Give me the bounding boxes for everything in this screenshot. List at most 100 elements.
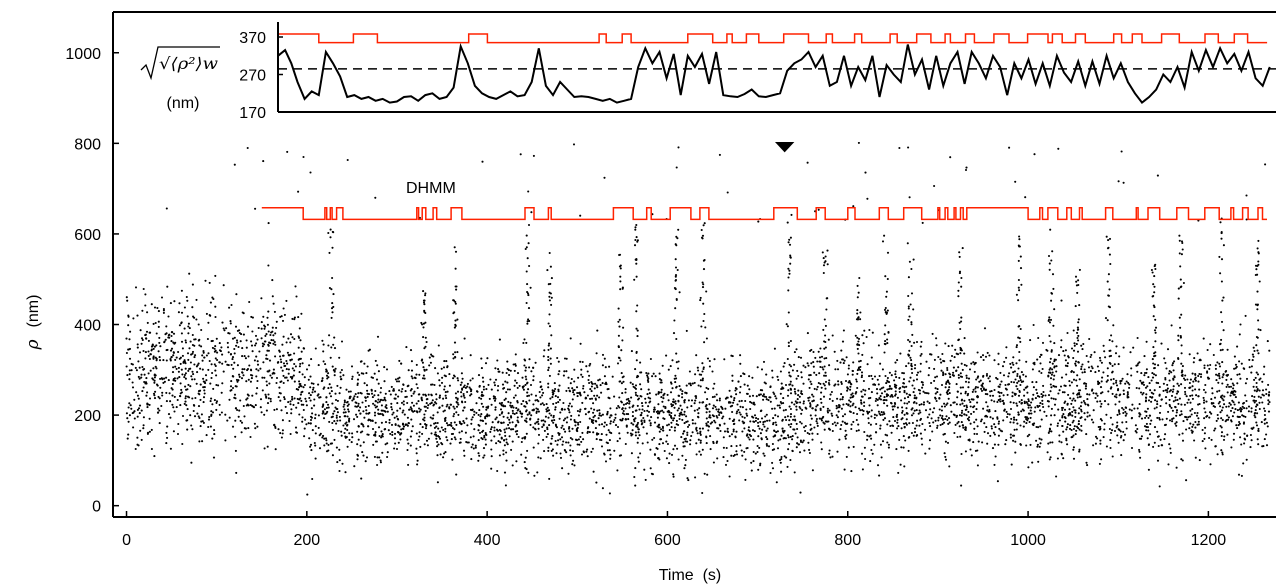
- scatter-point: [746, 446, 749, 450]
- scatter-point: [514, 363, 517, 366]
- scatter-point: [849, 388, 852, 391]
- scatter-point: [480, 402, 483, 405]
- scatter-point: [211, 403, 214, 406]
- scatter-point: [307, 378, 310, 381]
- scatter-point: [835, 414, 838, 417]
- scatter-point: [402, 400, 405, 403]
- scatter-point: [1110, 378, 1113, 381]
- scatter-point: [515, 433, 518, 436]
- scatter-point: [1173, 376, 1176, 379]
- scatter-point: [616, 425, 620, 429]
- scatter-point: [666, 434, 669, 437]
- scatter-point: [373, 455, 376, 458]
- scatter-point: [407, 384, 410, 387]
- scatter-point: [1250, 410, 1253, 413]
- scatter-point: [462, 394, 465, 397]
- scatter-point: [940, 409, 943, 412]
- scatter-point: [356, 453, 359, 456]
- scatter-point: [1064, 359, 1067, 362]
- scatter-point: [460, 400, 464, 403]
- scatter-point: [437, 427, 440, 430]
- scatter-point: [915, 373, 919, 377]
- scatter-point: [153, 381, 156, 384]
- scatter-point: [985, 372, 989, 376]
- scatter-point: [972, 441, 975, 444]
- scatter-point: [269, 397, 272, 400]
- scatter-point: [1094, 396, 1097, 400]
- scatter-point: [1130, 374, 1133, 377]
- scatter-point: [339, 375, 342, 378]
- scatter-point: [789, 435, 792, 438]
- scatter-point: [278, 386, 281, 389]
- scatter-point: [962, 426, 965, 429]
- scatter-point: [1268, 349, 1271, 352]
- scatter-point: [690, 399, 694, 402]
- scatter-point: [959, 392, 963, 395]
- scatter-point: [904, 439, 907, 442]
- scatter-point: [620, 401, 623, 404]
- scatter-point: [402, 383, 405, 386]
- scatter-point: [1080, 410, 1083, 413]
- scatter-point: [415, 383, 418, 386]
- scatter-point: [295, 406, 298, 409]
- scatter-point: [224, 360, 227, 363]
- scatter-point: [630, 422, 633, 425]
- scatter-point: [1232, 387, 1235, 390]
- scatter-point: [505, 438, 508, 441]
- scatter-point: [903, 465, 906, 468]
- scatter-point: [362, 410, 365, 413]
- scatter-point: [1072, 419, 1075, 422]
- scatter-point: [935, 399, 938, 403]
- scatter-point: [973, 432, 976, 435]
- scatter-point: [1147, 399, 1151, 402]
- scatter-point: [712, 440, 715, 443]
- scatter-point: [1068, 380, 1071, 383]
- scatter-point: [189, 385, 192, 388]
- scatter-point: [126, 299, 129, 302]
- scatter-point: [873, 375, 877, 378]
- scatter-point: [257, 326, 260, 330]
- scatter-point: [967, 381, 970, 384]
- scatter-point: [814, 356, 817, 359]
- scatter-point: [586, 455, 589, 458]
- scatter-point: [274, 425, 277, 428]
- scatter-point: [135, 391, 138, 394]
- scatter-point: [443, 360, 446, 363]
- scatter-point: [179, 395, 182, 398]
- scatter-point: [1243, 442, 1246, 445]
- scatter-point: [632, 423, 635, 426]
- scatter-point: [1233, 367, 1236, 370]
- scatter-point: [998, 427, 1001, 430]
- scatter-point: [1067, 355, 1070, 358]
- scatter-point: [556, 443, 559, 446]
- scatter-point: [274, 332, 277, 335]
- scatter-point: [136, 346, 139, 349]
- scatter-point: [346, 445, 349, 448]
- scatter-point: [974, 390, 977, 393]
- scatter-point: [946, 402, 949, 405]
- scatter-point: [731, 410, 734, 414]
- scatter-point: [235, 471, 238, 474]
- scatter-point: [309, 418, 313, 422]
- scatter-point: [357, 409, 361, 412]
- scatter-point: [1032, 393, 1035, 396]
- scatter-point: [505, 391, 508, 394]
- scatter-point: [1044, 394, 1047, 397]
- scatter-point: [1028, 420, 1031, 424]
- scatter-point: [445, 422, 448, 425]
- scatter-point: [1171, 420, 1174, 423]
- scatter-point: [524, 456, 527, 459]
- scatter-point: [265, 396, 268, 399]
- scatter-point: [984, 389, 987, 392]
- scatter-point: [592, 416, 595, 419]
- scatter-point: [976, 401, 979, 404]
- scatter-point: [772, 417, 775, 420]
- scatter-point: [150, 447, 153, 451]
- scatter-point: [676, 409, 679, 412]
- scatter-point: [568, 430, 571, 433]
- scatter-point: [251, 394, 254, 397]
- scatter-point: [270, 339, 273, 342]
- scatter-point: [218, 361, 221, 364]
- scatter-point: [556, 356, 559, 360]
- scatter-point: [1110, 431, 1113, 435]
